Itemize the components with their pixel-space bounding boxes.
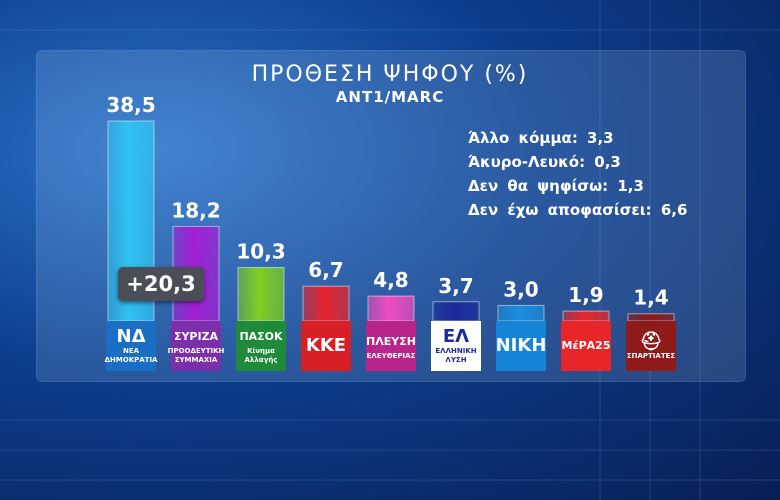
bar-3 <box>302 285 350 322</box>
note-other-party: Άλλο κόμμα: 3,3 <box>468 129 614 147</box>
note-undecided: Δεν έχω αποφασίσει: 6,6 <box>468 201 688 219</box>
party-logo-symbol: ΝΔ <box>116 326 146 347</box>
party-logo-3: ΚΚΕ <box>301 321 351 371</box>
party-logo-text: ΠΡΟΟΔΕΥΤΙΚΗ ΣΥΜΜΑΧΙΑ <box>167 347 225 364</box>
party-logo-4: ΠΛΕΥΣΗ ΕΛΕΥΘΕΡΙΑΣ <box>366 321 416 371</box>
bar-value-label-6: 3,0 <box>503 277 538 301</box>
party-logo-symbol: ΠΑΣΟΚ <box>239 330 283 343</box>
lead-difference-badge: +20,3 <box>118 267 204 301</box>
bar-5 <box>432 301 480 322</box>
bar-7 <box>562 310 610 322</box>
party-logo-symbol: ⛑ <box>639 330 663 352</box>
party-logo-text: ΕΛΛΗΝΙΚΗ ΛΥΣΗ <box>435 347 477 364</box>
bar-value-label-0: 38,5 <box>106 93 155 117</box>
party-logo-text: Κίνημα Αλλαγής <box>244 347 278 364</box>
chart-title: ΠΡΟΘΕΣΗ ΨΗΦΟΥ (%) <box>251 62 529 87</box>
party-logo-symbol: ΚΚΕ <box>305 335 347 356</box>
party-logo-2: ΠΑΣΟΚ Κίνημα Αλλαγής <box>236 321 286 371</box>
bar-value-label-5: 3,7 <box>438 274 473 298</box>
bar-4 <box>367 295 415 322</box>
bar-value-label-7: 1,9 <box>568 283 603 307</box>
bar-value-label-8: 1,4 <box>633 286 668 310</box>
party-logo-8: ⛑ ΣΠΑΡΤΙΑΤΕΣ <box>626 321 676 371</box>
bar-6 <box>497 304 545 322</box>
party-logo-text: ΣΠΑΡΤΙΑΤΕΣ <box>626 351 676 360</box>
party-logo-7: ΜέΡΑ25 <box>561 321 611 371</box>
party-logo-symbol: ΜέΡΑ25 <box>561 339 611 352</box>
bar-value-label-1: 18,2 <box>171 198 220 222</box>
note-will-not-vote: Δεν θα ψηφίσω: 1,3 <box>468 177 644 195</box>
note-invalid-blank: Άκυρο-Λευκό: 0,3 <box>468 153 621 171</box>
party-logo-text: ΝΕΑ ΔΗΜΟΚΡΑΤΙΑ <box>104 347 158 364</box>
party-logo-symbol: ΣΥΡΙΖΑ <box>173 330 219 343</box>
party-logo-1: ΣΥΡΙΖΑ ΠΡΟΟΔΕΥΤΙΚΗ ΣΥΜΜΑΧΙΑ <box>168 321 224 371</box>
party-logo-symbol: ΕΛ <box>442 326 470 347</box>
party-logo-6: ΝΙΚΗ <box>496 321 546 371</box>
bar-8 <box>627 313 675 322</box>
party-logo-5: ΕΛ ΕΛΛΗΝΙΚΗ ΛΥΣΗ <box>431 321 481 371</box>
bar-value-label-2: 10,3 <box>236 239 285 263</box>
party-logo-symbol: ΝΙΚΗ <box>495 335 547 356</box>
chart-subtitle: ANT1/MARC <box>335 88 445 106</box>
notes-box: Άλλο κόμμα: 3,3 Άκυρο-Λευκό: 0,3 Δεν θα … <box>468 126 687 222</box>
party-logo-0: ΝΔ ΝΕΑ ΔΗΜΟΚΡΑΤΙΑ <box>104 321 158 371</box>
bar-value-label-4: 4,8 <box>373 268 408 292</box>
party-logo-symbol: ΠΛΕΥΣΗ <box>366 334 416 348</box>
bar-value-label-3: 6,7 <box>308 258 343 282</box>
party-logo-text: ΕΛΕΥΘΕΡΙΑΣ <box>366 351 416 360</box>
bar-2 <box>237 266 285 322</box>
